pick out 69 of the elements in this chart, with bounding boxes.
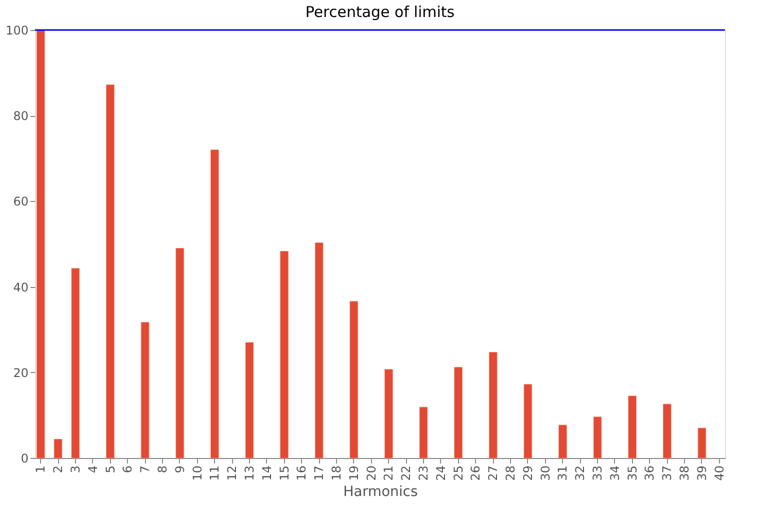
x-tick-label: 19 xyxy=(346,466,361,481)
bar xyxy=(314,242,324,458)
x-tick-label: 29 xyxy=(520,466,535,481)
x-tick-label: 32 xyxy=(573,466,588,481)
x-tick-label: 22 xyxy=(399,466,414,481)
x-tick-label: 6 xyxy=(120,466,135,474)
bar xyxy=(210,150,219,458)
bar xyxy=(593,416,602,458)
x-tick-label: 31 xyxy=(556,466,570,481)
x-tick-label: 27 xyxy=(486,466,500,481)
bar xyxy=(454,367,462,458)
x-tick-label: 30 xyxy=(538,466,552,481)
y-tick-label: 60 xyxy=(13,194,28,209)
bar xyxy=(524,384,532,458)
y-tick-label: 40 xyxy=(13,280,28,294)
x-tick-label: 37 xyxy=(660,466,674,481)
y-tick-label: 20 xyxy=(13,366,28,380)
x-tick-label: 4 xyxy=(86,466,100,474)
x-tick-label: 23 xyxy=(416,466,431,481)
x-tick-label: 10 xyxy=(190,466,204,481)
x-tick-label: 21 xyxy=(382,466,396,481)
x-tick-label: 11 xyxy=(208,466,222,481)
chart-title: Percentage of limits xyxy=(305,3,455,21)
bar xyxy=(176,248,184,458)
x-tick-label: 35 xyxy=(625,466,640,481)
x-tick-label: 24 xyxy=(434,466,448,481)
x-tick-label: 40 xyxy=(712,466,726,481)
x-tick-label: 18 xyxy=(329,466,344,481)
bar xyxy=(698,428,706,458)
bar xyxy=(280,251,288,458)
x-tick-label: 15 xyxy=(277,466,292,481)
bar xyxy=(384,369,393,458)
y-tick-label: 80 xyxy=(13,109,28,124)
bar xyxy=(628,396,636,458)
x-tick-label: 9 xyxy=(172,466,187,474)
x-tick-label: 33 xyxy=(590,466,605,481)
x-tick-label: 5 xyxy=(103,466,118,474)
bar xyxy=(71,268,80,458)
x-tick-label: 25 xyxy=(451,466,466,481)
bar xyxy=(419,406,428,458)
x-tick-label: 7 xyxy=(138,466,152,474)
x-tick-label: 26 xyxy=(468,466,483,481)
bar xyxy=(662,404,672,458)
bar xyxy=(140,322,150,458)
x-tick-label: 1 xyxy=(34,466,48,474)
x-tick-label: 34 xyxy=(608,466,622,481)
x-tick-label: 28 xyxy=(504,466,518,481)
x-tick-label: 12 xyxy=(225,466,240,481)
x-tick-label: 2 xyxy=(51,466,66,474)
x-axis-title: Harmonics xyxy=(343,484,418,500)
bar xyxy=(558,424,567,458)
bar xyxy=(106,84,114,458)
x-tick-label: 17 xyxy=(312,466,326,481)
x-tick-label: 14 xyxy=(260,466,274,481)
bar xyxy=(488,352,498,458)
bar xyxy=(350,301,358,458)
bar xyxy=(54,438,62,458)
x-tick-label: 36 xyxy=(642,466,657,481)
x-tick-label: 39 xyxy=(694,466,709,481)
x-tick-label: 16 xyxy=(294,466,309,481)
bar xyxy=(245,342,254,458)
x-tick-label: 8 xyxy=(155,466,170,474)
x-tick-label: 38 xyxy=(678,466,692,481)
bar xyxy=(36,30,45,458)
x-tick-label: 13 xyxy=(242,466,256,481)
y-tick-label: 100 xyxy=(6,24,28,38)
y-tick-label: 0 xyxy=(20,452,28,466)
x-tick-label: 3 xyxy=(68,466,82,474)
x-tick-label: 20 xyxy=(364,466,378,481)
